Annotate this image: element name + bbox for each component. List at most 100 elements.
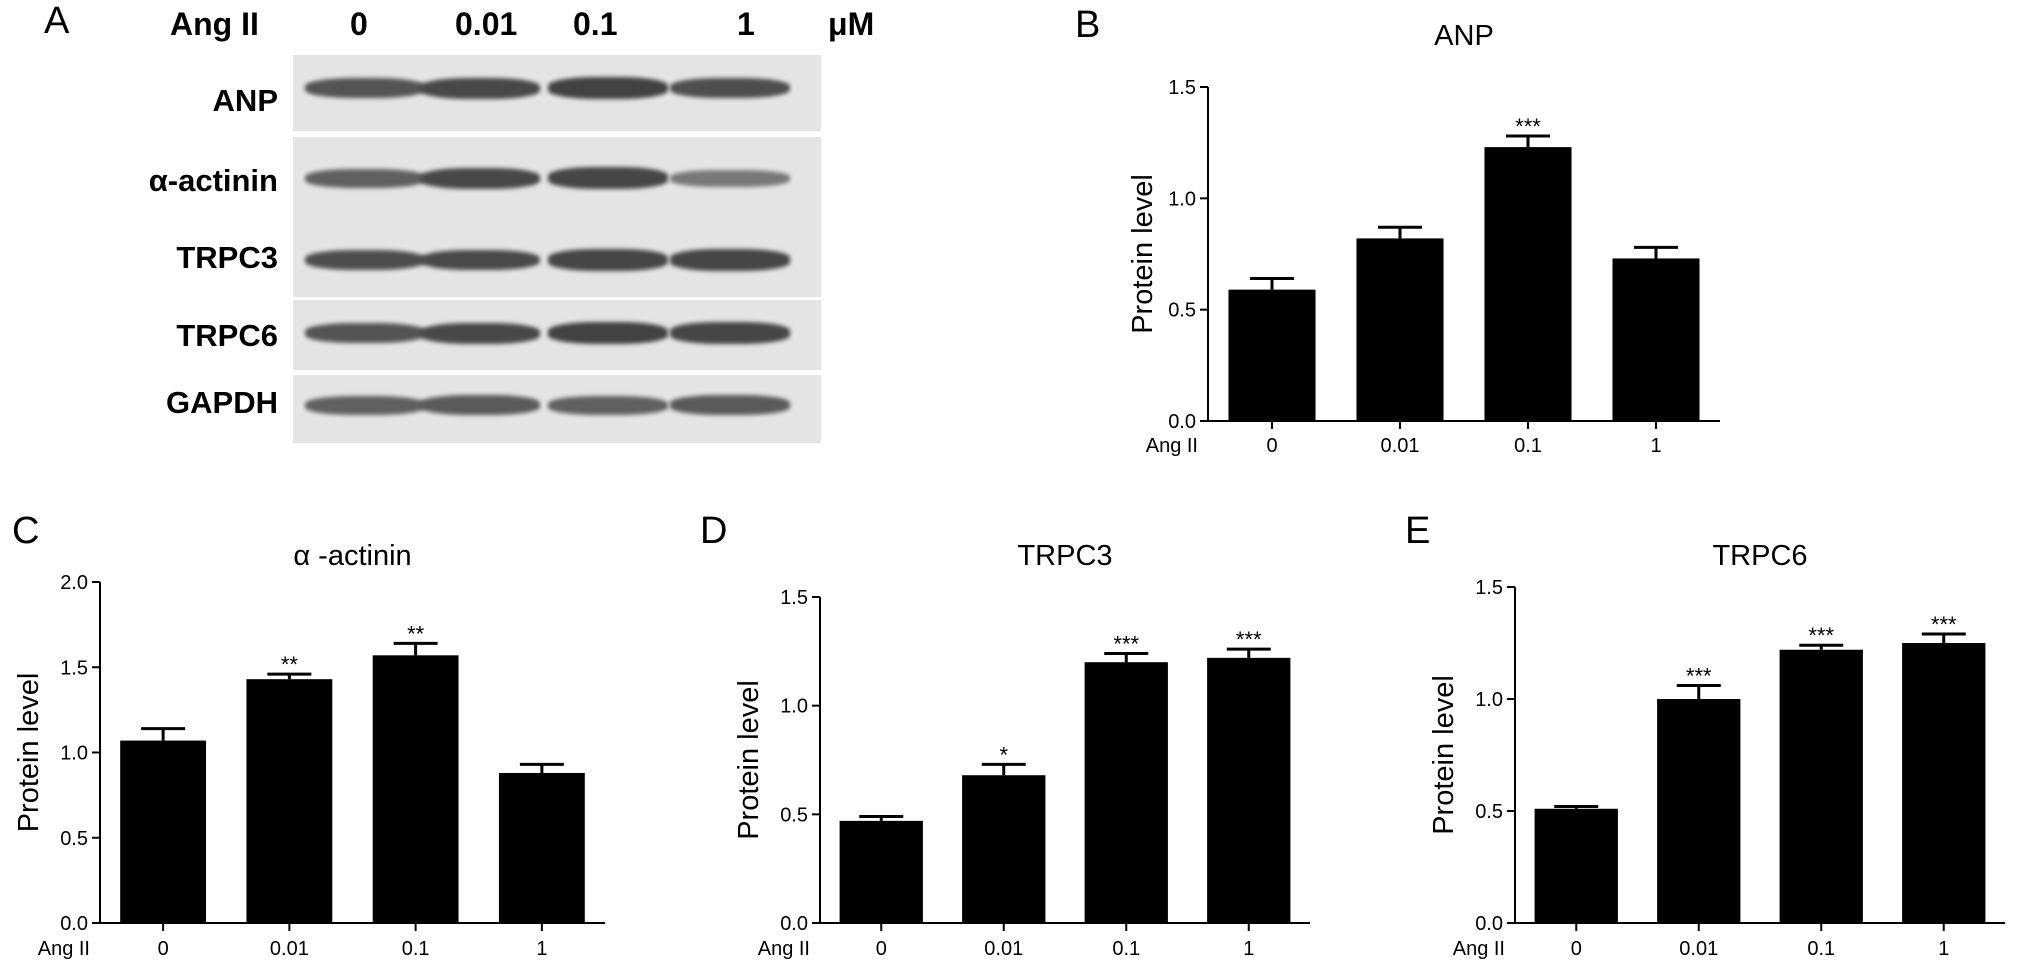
- wb-band-r0-c3: [670, 77, 790, 99]
- bar-b-0: [1228, 289, 1316, 421]
- chart-title-b: ANP: [1434, 20, 1494, 52]
- wb-band-r1-c2: [548, 167, 668, 189]
- bar-e-0: [1534, 808, 1618, 923]
- wb-row-label-trpc6: TRPC6: [176, 318, 278, 353]
- wb-unit: μM: [828, 6, 875, 42]
- y-tick-label-e: 0.5: [1475, 801, 1503, 823]
- y-axis-label-e: Protein level: [1428, 675, 1460, 835]
- wb-band-r4-c1: [420, 395, 540, 415]
- y-tick-label-b: 0.5: [1168, 300, 1196, 322]
- bar-d-1: [962, 775, 1046, 923]
- wb-band-r4-c0: [305, 395, 425, 415]
- y-tick-label-d: 1.5: [780, 587, 808, 609]
- x-tick-label-c: 0.1: [402, 938, 430, 960]
- y-tick-label-d: 1.0: [780, 696, 808, 718]
- x-tick-label-c: 0.01: [270, 938, 309, 960]
- wb-band-r0-c2: [548, 77, 668, 99]
- wb-band-r3-c0: [305, 323, 425, 343]
- wb-band-r1-c1: [420, 167, 540, 189]
- panel-letter-d: D: [700, 510, 728, 552]
- significance-d-2: ***: [1113, 632, 1139, 657]
- x-group-label-e: Ang II: [1453, 938, 1505, 960]
- y-tick-label-e: 1.0: [1475, 689, 1503, 711]
- panel-letter-a: A: [44, 0, 70, 42]
- wb-row-label-anp: ANP: [212, 83, 278, 118]
- x-tick-label-d: 0: [876, 938, 887, 960]
- wb-header-label: Ang II: [170, 6, 259, 42]
- wb-band-r4-c2: [548, 395, 668, 415]
- wb-band-r4-c3: [670, 395, 790, 415]
- y-axis-label-d: Protein level: [733, 680, 765, 840]
- wb-band-r1-c3: [670, 169, 790, 187]
- x-tick-label-c: 0: [158, 938, 169, 960]
- wb-conc-1: 0.01: [455, 6, 518, 42]
- x-tick-label-e: 0.1: [1807, 938, 1835, 960]
- x-group-label-d: Ang II: [758, 938, 810, 960]
- y-axis-label-b: Protein level: [1127, 174, 1159, 334]
- wb-conc-2: 0.1: [573, 6, 618, 42]
- wb-band-r2-c1: [420, 249, 540, 271]
- bar-c-2: [372, 655, 459, 923]
- wb-band-r2-c0: [305, 249, 425, 271]
- significance-d-1: *: [999, 742, 1008, 767]
- bar-c-1: [246, 679, 333, 923]
- y-tick-label-c: 1.0: [60, 743, 88, 765]
- panel-letter-c: C: [12, 510, 40, 552]
- chart-title-d: TRPC3: [1017, 540, 1112, 572]
- significance-c-1: **: [281, 652, 299, 677]
- chart-title-c: α -actinin: [293, 540, 411, 572]
- x-tick-label-c: 1: [536, 938, 547, 960]
- y-tick-label-c: 2.0: [60, 572, 88, 594]
- wb-band-r3-c3: [670, 322, 790, 344]
- wb-band-r3-c2: [548, 322, 668, 344]
- wb-band-r3-c1: [420, 322, 540, 344]
- significance-d-3: ***: [1236, 627, 1262, 652]
- y-tick-label-c: 0.0: [60, 913, 88, 935]
- y-tick-label-b: 1.0: [1168, 188, 1196, 210]
- x-tick-label-e: 1: [1938, 938, 1949, 960]
- wb-band-r0-c1: [420, 77, 540, 99]
- significance-c-2: **: [407, 621, 425, 646]
- wb-row-label-actinin: α-actinin: [148, 163, 278, 198]
- y-tick-label-e: 1.5: [1475, 577, 1503, 599]
- bar-b-3: [1612, 258, 1700, 421]
- x-tick-label-d: 0.01: [984, 938, 1023, 960]
- y-tick-label-d: 0.5: [780, 804, 808, 826]
- bar-c-3: [498, 772, 585, 923]
- panel-letter-b: B: [1075, 4, 1101, 46]
- significance-e-3: ***: [1931, 612, 1957, 637]
- x-tick-label-b: 1: [1650, 435, 1661, 457]
- wb-conc-3: 1: [737, 6, 755, 42]
- wb-row-label-trpc3: TRPC3: [176, 240, 278, 275]
- panel-letter-e: E: [1405, 510, 1431, 552]
- x-tick-label-e: 0.01: [1679, 938, 1718, 960]
- significance-b-2: ***: [1515, 114, 1541, 139]
- y-axis-label-c: Protein level: [13, 673, 45, 833]
- x-tick-label-e: 0: [1571, 938, 1582, 960]
- wb-band-r0-c0: [305, 78, 425, 98]
- x-tick-label-b: 0.01: [1381, 435, 1420, 457]
- bar-d-3: [1207, 657, 1291, 923]
- wb-row-label-gapdh: GAPDH: [166, 385, 278, 420]
- y-tick-label-c: 0.5: [60, 828, 88, 850]
- wb-band-r2-c2: [548, 249, 668, 271]
- y-tick-label-d: 0.0: [780, 913, 808, 935]
- y-tick-label-b: 0.0: [1168, 411, 1196, 433]
- x-tick-label-b: 0: [1266, 435, 1277, 457]
- bar-d-2: [1084, 662, 1168, 923]
- bar-e-1: [1657, 699, 1741, 923]
- significance-e-2: ***: [1808, 623, 1834, 648]
- x-group-label-b: Ang II: [1146, 435, 1198, 457]
- y-tick-label-e: 0.0: [1475, 913, 1503, 935]
- bar-b-1: [1356, 238, 1444, 421]
- chart-title-e: TRPC6: [1712, 540, 1807, 572]
- y-tick-label-c: 1.5: [60, 657, 88, 679]
- x-tick-label-d: 0.1: [1112, 938, 1140, 960]
- bar-e-2: [1779, 649, 1863, 923]
- x-tick-label-b: 0.1: [1514, 435, 1542, 457]
- bar-e-3: [1902, 643, 1986, 923]
- bar-b-2: [1484, 147, 1572, 421]
- wb-band-r1-c0: [305, 168, 425, 188]
- bar-c-0: [120, 740, 207, 923]
